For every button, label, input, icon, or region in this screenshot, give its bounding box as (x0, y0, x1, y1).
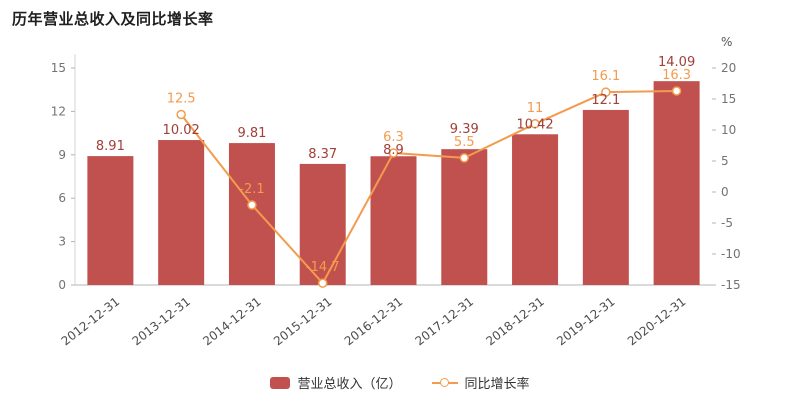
x-axis-label: 2013-12-31 (129, 294, 193, 348)
legend-label-revenue: 营业总收入（亿） (297, 377, 402, 392)
right-axis-label: -15 (721, 278, 741, 292)
growth-value-label: 5.5 (454, 135, 475, 150)
x-axis-label: 2012-12-31 (59, 294, 123, 348)
growth-line-point (388, 148, 399, 158)
legend-label-growth: 同比增长率 (464, 377, 530, 392)
revenue-value-label: 12.1 (591, 93, 620, 108)
bar-series-swatch-icon (270, 376, 291, 389)
legend-item-revenue[interactable]: 营业总收入（亿） (270, 373, 402, 392)
revenue-value-label: 8.9 (383, 143, 404, 158)
x-axis-label: 2019-12-31 (554, 294, 618, 348)
right-axis-unit-label: % (721, 35, 732, 49)
chart-title: 历年营业总收入及同比增长率 (12, 10, 214, 28)
growth-line-point (459, 153, 470, 163)
x-axis-label: 2014-12-31 (200, 294, 264, 348)
line-series-marker-icon (431, 377, 458, 389)
revenue-bar (158, 140, 205, 285)
legend: 营业总收入（亿） 同比增长率 (0, 373, 800, 392)
growth-line-point (671, 86, 682, 96)
growth-value-label: 12.5 (167, 92, 196, 107)
growth-line-point (601, 87, 611, 97)
left-axis-label: 6 (58, 191, 66, 205)
revenue-value-label: 14.09 (658, 55, 695, 70)
growth-value-label: 16.1 (591, 69, 620, 84)
revenue-bar (582, 109, 629, 285)
x-axis-label: 2020-12-31 (625, 294, 689, 348)
revenue-bar (87, 156, 134, 285)
growth-value-label: 6.3 (383, 130, 404, 145)
right-axis-label: -5 (721, 216, 733, 230)
left-axis-label: 12 (51, 104, 66, 118)
growth-line-point (317, 278, 328, 288)
left-axis-label: 9 (58, 148, 66, 162)
revenue-value-label: 10.42 (516, 117, 553, 132)
legend-item-growth[interactable]: 同比增长率 (431, 373, 530, 392)
right-axis-label: 10 (721, 123, 736, 137)
growth-line-point (247, 200, 257, 210)
left-axis-label: 15 (51, 61, 66, 75)
right-axis-label: 15 (721, 92, 736, 106)
growth-value-label: 11 (527, 101, 544, 116)
revenue-bar (228, 143, 275, 285)
growth-line (180, 89, 677, 285)
right-axis-label: -10 (721, 247, 741, 261)
revenue-bar (441, 149, 488, 285)
growth-value-label: -14.7 (306, 260, 340, 275)
right-axis-label: 20 (721, 61, 736, 75)
x-axis-label: 2018-12-31 (483, 294, 547, 348)
revenue-value-label: 10.02 (163, 123, 200, 138)
revenue-bar (653, 81, 700, 285)
growth-line-point (530, 119, 540, 129)
left-axis-label: 3 (58, 235, 66, 249)
revenue-value-label: 9.81 (237, 126, 266, 141)
revenue-value-label: 9.39 (450, 122, 479, 137)
revenue-bar (370, 156, 417, 285)
right-axis-label: 0 (721, 185, 729, 199)
x-axis-label: 2017-12-31 (413, 294, 477, 348)
x-axis-label: 2015-12-31 (271, 294, 335, 348)
revenue-bar (512, 134, 559, 285)
x-axis-label: 2016-12-31 (342, 294, 406, 348)
left-axis-label: 0 (58, 278, 66, 292)
line-marker-dot (439, 377, 449, 387)
revenue-value-label: 8.37 (308, 147, 337, 162)
right-axis-label: 5 (721, 154, 729, 168)
revenue-value-label: 8.91 (96, 139, 125, 154)
growth-value-label: 16.3 (662, 68, 691, 83)
growth-line-point (176, 109, 186, 120)
growth-value-label: -2.1 (239, 182, 264, 197)
